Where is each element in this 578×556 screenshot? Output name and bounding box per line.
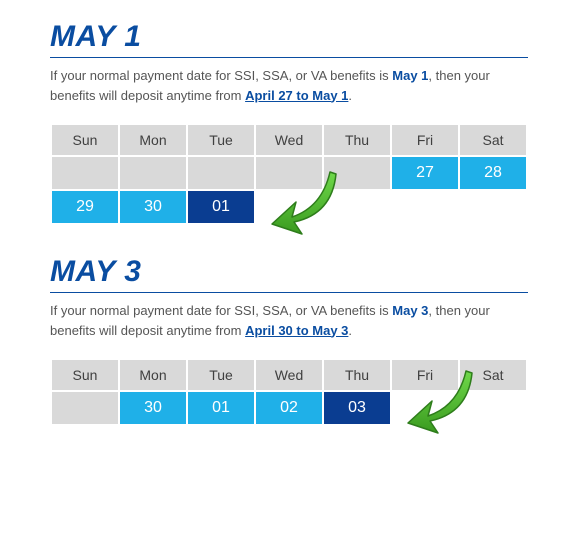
calendar-day-header: Sat [459,359,527,391]
desc-bold-date: May 1 [392,68,428,83]
calendar-day-header: Sun [51,359,119,391]
calendar-cell-empty [459,190,527,224]
calendar-row: 293001 [51,190,527,224]
calendar-cell-window: 30 [119,391,187,425]
calendar-day-header: Wed [255,359,323,391]
section-heading: MAY 3 [50,255,528,293]
calendar-cell-empty [323,156,391,190]
calendar-cell-empty [459,391,527,425]
calendar-section: MAY 3 If your normal payment date for SSI… [50,255,528,426]
calendar-day-header: Fri [391,124,459,156]
calendar-cell-empty [255,190,323,224]
calendar-day-header: Thu [323,359,391,391]
calendar-row: 2728 [51,156,527,190]
desc-text: If your normal payment date for SSI, SSA… [50,68,392,83]
calendar-cell-empty [51,156,119,190]
calendar-cell-window: 27 [391,156,459,190]
calendar-cell-window: 02 [255,391,323,425]
calendar-cell-empty [323,190,391,224]
section-description: If your normal payment date for SSI, SSA… [50,301,528,340]
desc-bold-date: May 3 [392,303,428,318]
section-heading: MAY 1 [50,20,528,58]
calendar-day-header: Sat [459,124,527,156]
calendar-cell-empty [391,190,459,224]
calendar-row: 30010203 [51,391,527,425]
calendar-cell-empty [255,156,323,190]
calendar-day-header: Tue [187,359,255,391]
calendar-day-header: Wed [255,124,323,156]
calendar-cell-empty [51,391,119,425]
calendar-cell-target: 01 [187,190,255,224]
desc-text: . [348,323,352,338]
desc-date-range: April 30 to May 3 [245,323,348,338]
calendar-section: MAY 1 If your normal payment date for SSI… [50,20,528,225]
calendar-cell-empty [391,391,459,425]
calendar-table: SunMonTueWedThuFriSat2728293001 [50,123,528,225]
desc-text: If your normal payment date for SSI, SSA… [50,303,392,318]
desc-text: . [348,88,352,103]
calendar-day-header: Fri [391,359,459,391]
calendar-day-header: Tue [187,124,255,156]
calendar-cell-window: 30 [119,190,187,224]
calendar-day-header: Mon [119,359,187,391]
calendar-day-header: Sun [51,124,119,156]
calendar-table: SunMonTueWedThuFriSat30010203 [50,358,528,426]
desc-date-range: April 27 to May 1 [245,88,348,103]
calendar-day-header: Mon [119,124,187,156]
calendar-cell-window: 28 [459,156,527,190]
section-description: If your normal payment date for SSI, SSA… [50,66,528,105]
calendar-cell-window: 01 [187,391,255,425]
calendar-cell-target: 03 [323,391,391,425]
calendar-cell-empty [187,156,255,190]
calendar-cell-window: 29 [51,190,119,224]
calendar-day-header: Thu [323,124,391,156]
calendar-cell-empty [119,156,187,190]
